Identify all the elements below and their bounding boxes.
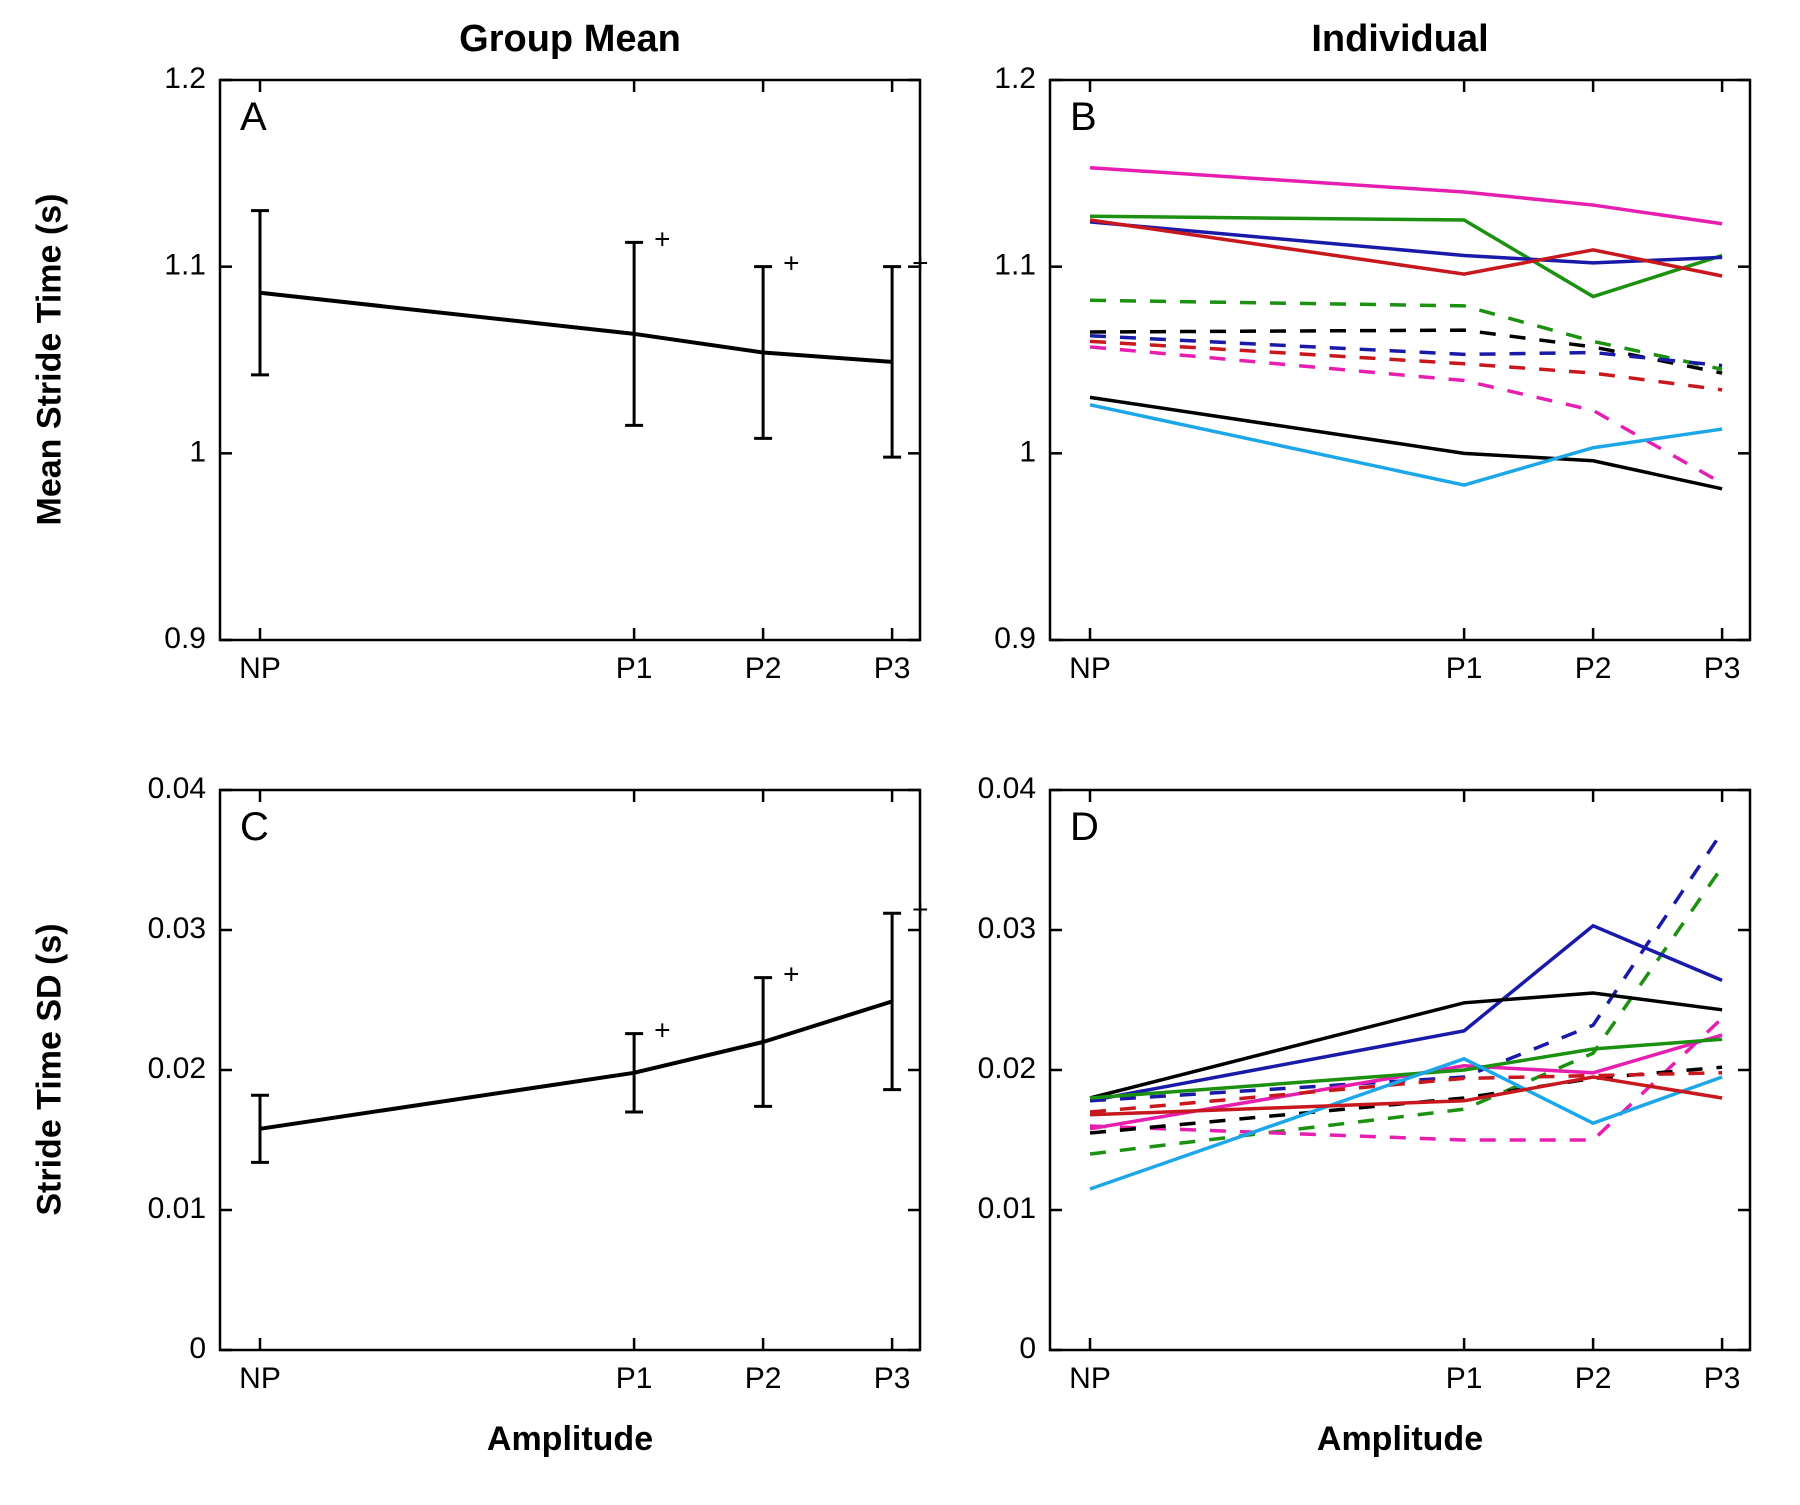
xtick-label: NP (1069, 1362, 1111, 1395)
ytick-label: 0.01 (148, 1192, 206, 1225)
series-line (1090, 168, 1722, 224)
ytick-label: 0.03 (148, 912, 206, 945)
ytick-label: 0.03 (978, 912, 1036, 945)
ytick-label: 0.04 (978, 772, 1036, 805)
ytick-label: 0.9 (164, 622, 206, 655)
significance-marker: + (783, 959, 799, 990)
ylabel-bottom: Stride Time SD (s) (31, 870, 70, 1270)
xtick-label: P2 (1575, 1362, 1612, 1395)
panel-svg: 0.911.11.2NPP1P2P3B (1050, 80, 1750, 640)
ytick-label: 1.2 (994, 62, 1036, 95)
significance-marker: + (654, 1015, 670, 1046)
ytick-label: 0.02 (978, 1052, 1036, 1085)
xtick-label: P3 (1704, 652, 1741, 685)
column-title-left: Group Mean (220, 18, 920, 61)
ytick-label: 0.04 (148, 772, 206, 805)
series-line (1090, 336, 1722, 366)
series-line (1090, 220, 1722, 276)
xtick-label: P3 (874, 1362, 911, 1395)
significance-marker: + (912, 248, 928, 279)
xtick-label: P1 (616, 652, 653, 685)
xtick-label: P1 (1446, 652, 1483, 685)
ytick-label: 0.01 (978, 1192, 1036, 1225)
column-title-right: Individual (1050, 18, 1750, 61)
xtick-label: P3 (874, 652, 911, 685)
xtick-label: NP (239, 1362, 281, 1395)
significance-marker: + (783, 248, 799, 279)
panel-d: 00.010.020.030.04NPP1P2P3D (1050, 790, 1750, 1350)
xtick-label: NP (1069, 652, 1111, 685)
xtick-label: NP (239, 652, 281, 685)
panel-letter: C (240, 805, 269, 849)
series-line (1090, 300, 1722, 369)
panel-a: 0.911.11.2NPP1P2P3A+++ (220, 80, 920, 640)
panel-letter: B (1070, 95, 1097, 139)
panel-svg: 00.010.020.030.04NPP1P2P3C+++ (220, 790, 920, 1350)
series-line (1090, 1039, 1722, 1098)
panel-letter: A (240, 95, 267, 139)
series-line (1090, 832, 1722, 1101)
ytick-label: 0.9 (994, 622, 1036, 655)
ytick-label: 1.1 (164, 249, 206, 282)
xtick-label: P2 (745, 652, 782, 685)
series-line (1090, 347, 1722, 483)
ytick-label: 0.02 (148, 1052, 206, 1085)
series-line (1090, 330, 1722, 373)
ytick-label: 1 (1019, 435, 1036, 468)
ytick-label: 1.2 (164, 62, 206, 95)
ytick-label: 1 (189, 435, 206, 468)
xtick-label: P2 (1575, 652, 1612, 685)
xlabel-right: Amplitude (1050, 1420, 1750, 1459)
ylabel-top: Mean Stride Time (s) (31, 160, 70, 560)
xlabel-left: Amplitude (220, 1420, 920, 1459)
panel-b: 0.911.11.2NPP1P2P3B (1050, 80, 1750, 640)
panel-svg: 0.911.11.2NPP1P2P3A+++ (220, 80, 920, 640)
panel-letter: D (1070, 805, 1099, 849)
ytick-label: 0 (189, 1332, 206, 1365)
ytick-label: 0 (1019, 1332, 1036, 1365)
panel-svg: 00.010.020.030.04NPP1P2P3D (1050, 790, 1750, 1350)
significance-marker: + (654, 223, 670, 254)
xtick-label: P1 (616, 1362, 653, 1395)
xtick-label: P3 (1704, 1362, 1741, 1395)
ytick-label: 1.1 (994, 249, 1036, 282)
significance-marker: + (912, 894, 928, 925)
figure-container: Group Mean Individual Mean Stride Time (… (0, 0, 1800, 1505)
xtick-label: P2 (745, 1362, 782, 1395)
panel-c: 00.010.020.030.04NPP1P2P3C+++ (220, 790, 920, 1350)
xtick-label: P1 (1446, 1362, 1483, 1395)
